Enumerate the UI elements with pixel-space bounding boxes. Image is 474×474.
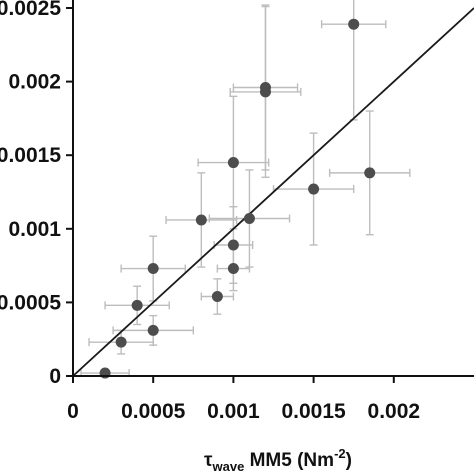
x-axis-title-close: ) <box>346 450 352 471</box>
x-tick-label-1: 0.0005 <box>121 400 186 423</box>
tick-labels-layer: 0 0.0005 0.001 0.0015 0.002 0.0025 0 0.0005 0.00… <box>0 0 420 423</box>
data-point-5 <box>195 214 207 226</box>
x-tick-label-3: 0.0015 <box>281 400 346 423</box>
x-axis-title-text: MM5 (Nm <box>244 450 334 471</box>
data-point-4 <box>147 263 159 275</box>
data-point-2 <box>131 299 143 311</box>
data-point-9 <box>227 263 239 275</box>
y-tick-label-5: 0.0025 <box>0 0 61 20</box>
y-tick-label-2: 0.001 <box>8 218 61 241</box>
data-point-3 <box>147 324 159 336</box>
axes-layer <box>66 0 474 383</box>
error-bar-14 <box>320 0 387 121</box>
data-point-10 <box>243 212 255 224</box>
y-tick-label-3: 0.0015 <box>0 144 61 167</box>
data-point-15 <box>364 167 376 179</box>
x-axis-title-subscript: wave <box>212 459 245 474</box>
data-point-7 <box>227 157 239 169</box>
x-axis-title-exponent: -2 <box>334 446 346 461</box>
y-tick-label-1: 0.0005 <box>0 291 61 314</box>
x-tick-label-2: 0.001 <box>207 400 260 423</box>
error-bars-layer <box>80 0 411 378</box>
data-point-8 <box>227 239 239 251</box>
x-axis-title: τwave MM5 (Nm-2) <box>204 446 352 474</box>
reference-line-y-equals-x <box>72 7 474 377</box>
data-point-6 <box>211 291 223 303</box>
x-tick-label-0: 0 <box>67 400 79 423</box>
x-tick-label-4: 0.002 <box>368 400 421 423</box>
data-point-14 <box>348 18 360 30</box>
reference-line-layer <box>72 7 474 377</box>
data-point-13 <box>308 183 320 195</box>
data-points-layer <box>99 18 376 379</box>
data-point-1 <box>115 336 127 348</box>
y-tick-label-0: 0 <box>49 365 61 388</box>
y-tick-label-4: 0.002 <box>8 71 61 94</box>
data-point-12 <box>259 86 271 98</box>
x-axis-title-symbol: τ <box>204 450 213 471</box>
